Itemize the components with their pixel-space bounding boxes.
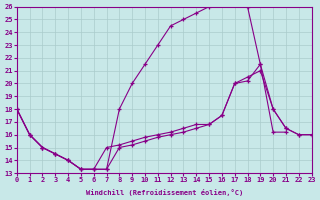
- X-axis label: Windchill (Refroidissement éolien,°C): Windchill (Refroidissement éolien,°C): [85, 189, 243, 196]
